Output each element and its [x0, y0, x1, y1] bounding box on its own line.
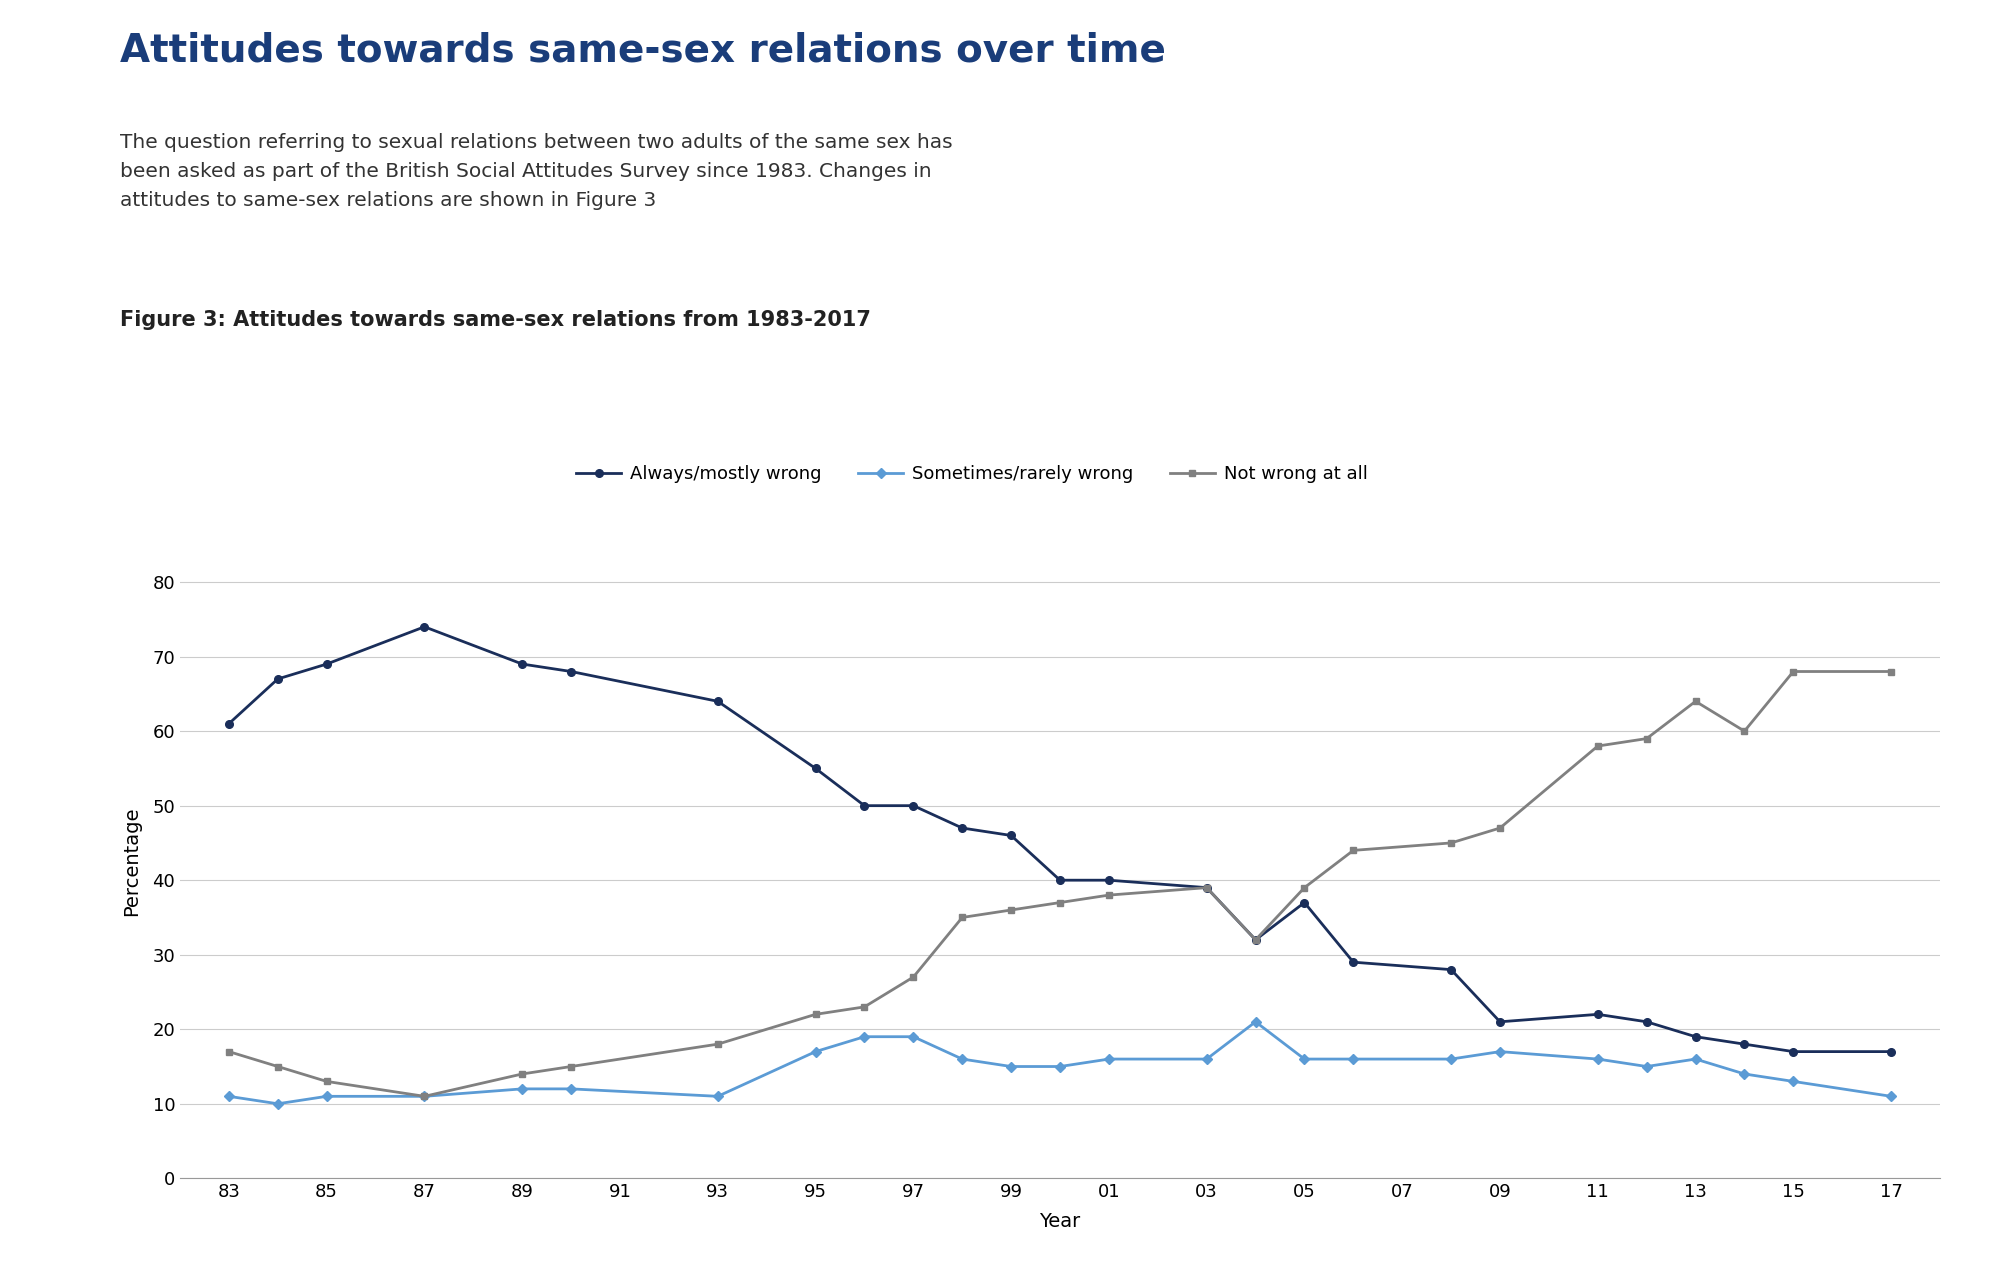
- Always/mostly wrong: [510, 656, 534, 672]
- Not wrong at all: [1292, 881, 1316, 896]
- Sometimes/rarely wrong: [1194, 1052, 1218, 1067]
- Always/mostly wrong: [1880, 1044, 1904, 1059]
- Sometimes/rarely wrong: [510, 1081, 534, 1096]
- Sometimes/rarely wrong: [804, 1044, 828, 1059]
- Sometimes/rarely wrong: [412, 1088, 436, 1104]
- Sometimes/rarely wrong: [1342, 1052, 1366, 1067]
- Not wrong at all: [510, 1067, 534, 1082]
- Line: Sometimes/rarely wrong: Sometimes/rarely wrong: [226, 1019, 1894, 1107]
- Not wrong at all: [1880, 664, 1904, 679]
- Sometimes/rarely wrong: [1096, 1052, 1120, 1067]
- Always/mostly wrong: [804, 760, 828, 775]
- Sometimes/rarely wrong: [902, 1029, 926, 1044]
- Legend: Always/mostly wrong, Sometimes/rarely wrong, Not wrong at all: Always/mostly wrong, Sometimes/rarely wr…: [576, 465, 1368, 483]
- Sometimes/rarely wrong: [1782, 1074, 1806, 1090]
- Always/mostly wrong: [902, 798, 926, 813]
- Sometimes/rarely wrong: [314, 1088, 338, 1104]
- Not wrong at all: [1732, 723, 1756, 739]
- Text: The question referring to sexual relations between two adults of the same sex ha: The question referring to sexual relatio…: [120, 133, 952, 209]
- Not wrong at all: [1488, 821, 1512, 836]
- Not wrong at all: [1096, 887, 1120, 902]
- Sometimes/rarely wrong: [1732, 1067, 1756, 1082]
- Always/mostly wrong: [412, 620, 436, 635]
- Not wrong at all: [706, 1036, 730, 1052]
- Not wrong at all: [1782, 664, 1806, 679]
- Not wrong at all: [950, 910, 974, 925]
- Always/mostly wrong: [1732, 1036, 1756, 1052]
- Always/mostly wrong: [1000, 827, 1024, 843]
- Not wrong at all: [1000, 902, 1024, 917]
- Not wrong at all: [1048, 895, 1072, 910]
- Always/mostly wrong: [266, 672, 290, 687]
- Always/mostly wrong: [852, 798, 876, 813]
- Always/mostly wrong: [1684, 1029, 1708, 1044]
- Not wrong at all: [1244, 933, 1268, 948]
- Always/mostly wrong: [1634, 1014, 1658, 1029]
- Line: Always/mostly wrong: Always/mostly wrong: [226, 623, 1894, 1055]
- Not wrong at all: [216, 1044, 240, 1059]
- Always/mostly wrong: [1244, 933, 1268, 948]
- Not wrong at all: [1586, 739, 1610, 754]
- Not wrong at all: [412, 1088, 436, 1104]
- Always/mostly wrong: [1440, 962, 1464, 977]
- Always/mostly wrong: [950, 821, 974, 836]
- Text: Attitudes towards same-sex relations over time: Attitudes towards same-sex relations ove…: [120, 32, 1166, 70]
- Sometimes/rarely wrong: [1684, 1052, 1708, 1067]
- Sometimes/rarely wrong: [1880, 1088, 1904, 1104]
- Not wrong at all: [560, 1059, 584, 1074]
- Sometimes/rarely wrong: [266, 1096, 290, 1111]
- Sometimes/rarely wrong: [1440, 1052, 1464, 1067]
- Sometimes/rarely wrong: [1634, 1059, 1658, 1074]
- Not wrong at all: [1194, 881, 1218, 896]
- Not wrong at all: [852, 1000, 876, 1015]
- Not wrong at all: [902, 969, 926, 984]
- Always/mostly wrong: [1096, 873, 1120, 888]
- Sometimes/rarely wrong: [852, 1029, 876, 1044]
- Always/mostly wrong: [1342, 954, 1366, 969]
- Text: Figure 3: Attitudes towards same-sex relations from 1983-2017: Figure 3: Attitudes towards same-sex rel…: [120, 310, 870, 331]
- Sometimes/rarely wrong: [950, 1052, 974, 1067]
- Always/mostly wrong: [560, 664, 584, 679]
- Always/mostly wrong: [1292, 895, 1316, 910]
- Sometimes/rarely wrong: [560, 1081, 584, 1096]
- Always/mostly wrong: [216, 716, 240, 731]
- Sometimes/rarely wrong: [1488, 1044, 1512, 1059]
- Always/mostly wrong: [1194, 881, 1218, 896]
- Not wrong at all: [1634, 731, 1658, 746]
- Always/mostly wrong: [314, 656, 338, 672]
- Sometimes/rarely wrong: [1244, 1014, 1268, 1029]
- Not wrong at all: [1342, 843, 1366, 858]
- Always/mostly wrong: [1782, 1044, 1806, 1059]
- Sometimes/rarely wrong: [1586, 1052, 1610, 1067]
- Sometimes/rarely wrong: [706, 1088, 730, 1104]
- X-axis label: Year: Year: [1040, 1213, 1080, 1232]
- Sometimes/rarely wrong: [216, 1088, 240, 1104]
- Not wrong at all: [1440, 835, 1464, 850]
- Not wrong at all: [314, 1074, 338, 1090]
- Line: Not wrong at all: Not wrong at all: [226, 668, 1894, 1100]
- Always/mostly wrong: [706, 694, 730, 710]
- Sometimes/rarely wrong: [1000, 1059, 1024, 1074]
- Always/mostly wrong: [1048, 873, 1072, 888]
- Always/mostly wrong: [1488, 1014, 1512, 1029]
- Always/mostly wrong: [1586, 1007, 1610, 1022]
- Not wrong at all: [1684, 694, 1708, 710]
- Sometimes/rarely wrong: [1292, 1052, 1316, 1067]
- Sometimes/rarely wrong: [1048, 1059, 1072, 1074]
- Not wrong at all: [804, 1007, 828, 1022]
- Not wrong at all: [266, 1059, 290, 1074]
- Y-axis label: Percentage: Percentage: [122, 807, 142, 916]
